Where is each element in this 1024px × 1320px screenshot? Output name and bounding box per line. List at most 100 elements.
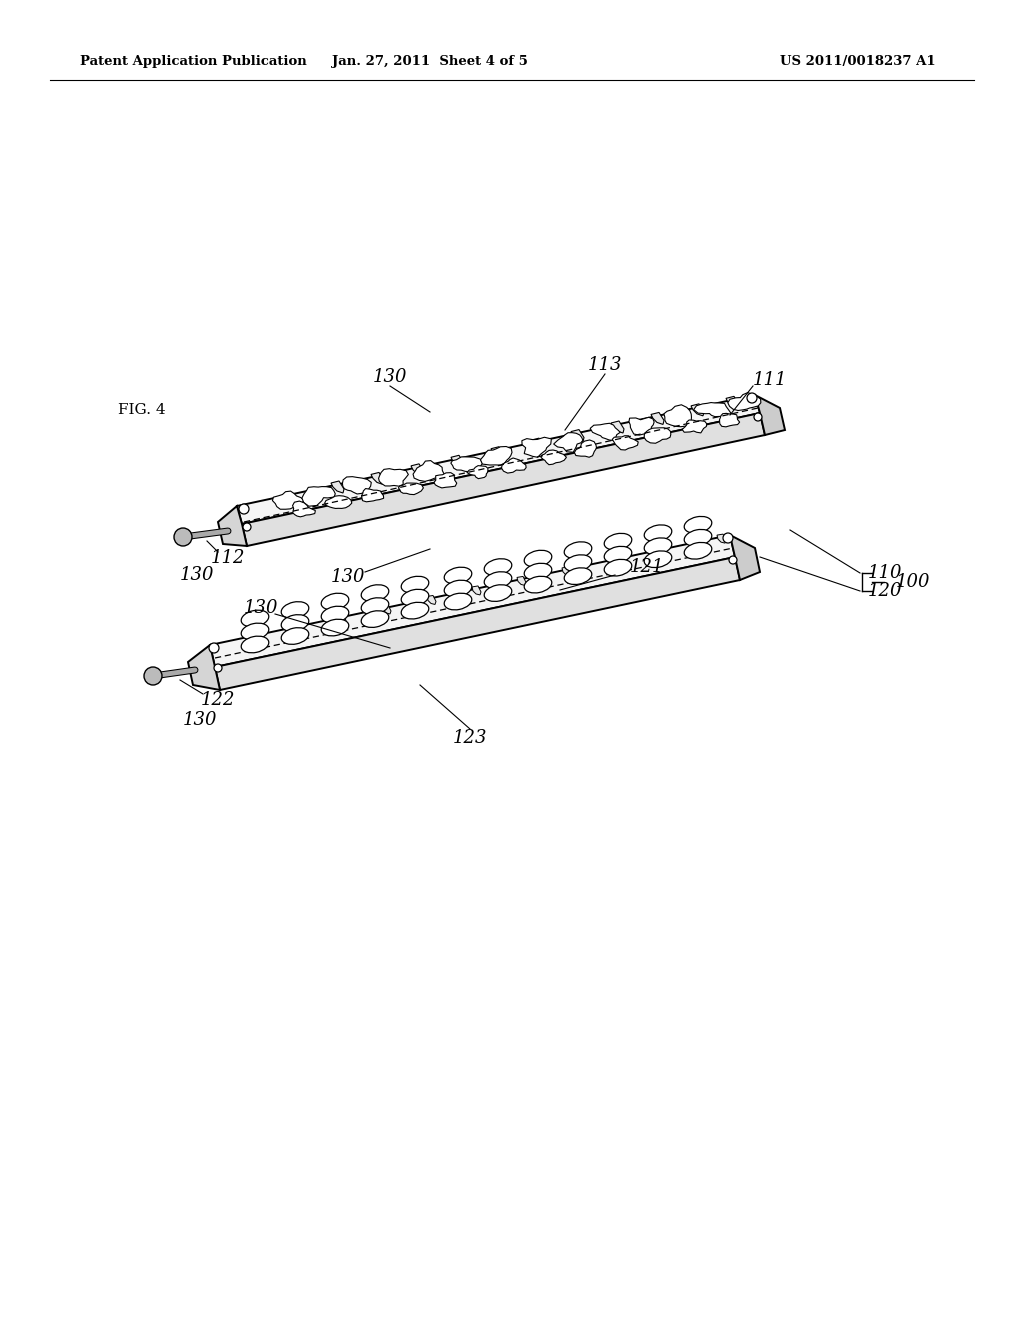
Polygon shape bbox=[472, 586, 481, 595]
Polygon shape bbox=[411, 463, 424, 475]
Polygon shape bbox=[427, 595, 436, 605]
Polygon shape bbox=[293, 502, 315, 517]
Polygon shape bbox=[664, 405, 691, 426]
Ellipse shape bbox=[684, 529, 712, 546]
Circle shape bbox=[754, 413, 762, 421]
Polygon shape bbox=[252, 632, 261, 642]
Polygon shape bbox=[554, 433, 583, 453]
Ellipse shape bbox=[242, 636, 268, 653]
Text: 130: 130 bbox=[182, 711, 217, 729]
Polygon shape bbox=[728, 392, 761, 411]
Polygon shape bbox=[651, 412, 664, 425]
Polygon shape bbox=[337, 615, 346, 623]
Polygon shape bbox=[652, 548, 662, 557]
Polygon shape bbox=[629, 417, 654, 436]
Polygon shape bbox=[531, 438, 544, 450]
Ellipse shape bbox=[684, 543, 712, 560]
Text: 121: 121 bbox=[630, 558, 665, 576]
Polygon shape bbox=[574, 440, 597, 457]
Polygon shape bbox=[237, 395, 760, 524]
Ellipse shape bbox=[401, 602, 429, 619]
Polygon shape bbox=[218, 506, 247, 546]
Polygon shape bbox=[451, 455, 464, 467]
Text: 123: 123 bbox=[453, 729, 487, 747]
Polygon shape bbox=[413, 461, 444, 482]
Polygon shape bbox=[302, 487, 335, 506]
Polygon shape bbox=[325, 495, 352, 508]
Polygon shape bbox=[467, 466, 487, 479]
Ellipse shape bbox=[242, 623, 268, 640]
Ellipse shape bbox=[444, 568, 472, 583]
Polygon shape bbox=[342, 477, 372, 494]
Ellipse shape bbox=[361, 598, 389, 614]
Ellipse shape bbox=[282, 602, 309, 618]
Ellipse shape bbox=[524, 550, 552, 568]
Ellipse shape bbox=[524, 564, 552, 579]
Polygon shape bbox=[451, 457, 482, 471]
Polygon shape bbox=[210, 535, 735, 667]
Circle shape bbox=[209, 643, 219, 653]
Ellipse shape bbox=[444, 581, 472, 597]
Polygon shape bbox=[292, 624, 301, 634]
Ellipse shape bbox=[604, 546, 632, 564]
Polygon shape bbox=[611, 421, 624, 433]
Ellipse shape bbox=[644, 550, 672, 568]
Ellipse shape bbox=[524, 577, 552, 593]
Polygon shape bbox=[379, 469, 409, 486]
Ellipse shape bbox=[484, 558, 512, 576]
Polygon shape bbox=[755, 395, 785, 436]
Ellipse shape bbox=[604, 533, 632, 550]
Ellipse shape bbox=[604, 560, 632, 576]
Text: 120: 120 bbox=[868, 582, 902, 601]
Text: 100: 100 bbox=[896, 573, 931, 591]
Polygon shape bbox=[730, 535, 760, 579]
Polygon shape bbox=[272, 491, 304, 510]
Circle shape bbox=[746, 393, 757, 403]
Ellipse shape bbox=[484, 585, 512, 602]
Polygon shape bbox=[644, 428, 671, 444]
Circle shape bbox=[144, 667, 162, 685]
Circle shape bbox=[729, 556, 737, 564]
Text: 130: 130 bbox=[373, 368, 408, 385]
Polygon shape bbox=[188, 645, 220, 690]
Polygon shape bbox=[720, 413, 739, 426]
Polygon shape bbox=[717, 535, 726, 543]
Text: US 2011/0018237 A1: US 2011/0018237 A1 bbox=[780, 55, 936, 69]
Circle shape bbox=[214, 664, 222, 672]
Text: 122: 122 bbox=[201, 690, 236, 709]
Polygon shape bbox=[480, 446, 512, 465]
Text: 110: 110 bbox=[868, 564, 902, 582]
Ellipse shape bbox=[401, 577, 429, 593]
Text: 112: 112 bbox=[211, 549, 246, 568]
Circle shape bbox=[174, 528, 193, 546]
Polygon shape bbox=[562, 566, 571, 576]
Polygon shape bbox=[331, 480, 344, 492]
Polygon shape bbox=[382, 605, 391, 614]
Polygon shape bbox=[371, 473, 384, 484]
Ellipse shape bbox=[322, 593, 349, 610]
Ellipse shape bbox=[322, 619, 349, 636]
Polygon shape bbox=[571, 429, 584, 442]
Ellipse shape bbox=[282, 628, 309, 644]
Ellipse shape bbox=[644, 537, 672, 554]
Ellipse shape bbox=[361, 611, 389, 627]
Polygon shape bbox=[490, 446, 504, 459]
Text: 130: 130 bbox=[180, 566, 214, 583]
Polygon shape bbox=[726, 396, 739, 408]
Text: Patent Application Publication: Patent Application Publication bbox=[80, 55, 307, 69]
Polygon shape bbox=[541, 450, 566, 465]
Polygon shape bbox=[607, 557, 616, 566]
Text: 130: 130 bbox=[331, 568, 366, 586]
Ellipse shape bbox=[564, 568, 592, 585]
Ellipse shape bbox=[401, 589, 429, 606]
Ellipse shape bbox=[484, 572, 512, 589]
Text: FIG. 4: FIG. 4 bbox=[118, 403, 166, 417]
Polygon shape bbox=[361, 488, 384, 502]
Text: 113: 113 bbox=[588, 356, 623, 374]
Polygon shape bbox=[522, 437, 551, 457]
Polygon shape bbox=[215, 557, 740, 690]
Polygon shape bbox=[691, 404, 705, 416]
Text: 130: 130 bbox=[244, 599, 279, 616]
Circle shape bbox=[239, 504, 249, 513]
Ellipse shape bbox=[644, 525, 672, 541]
